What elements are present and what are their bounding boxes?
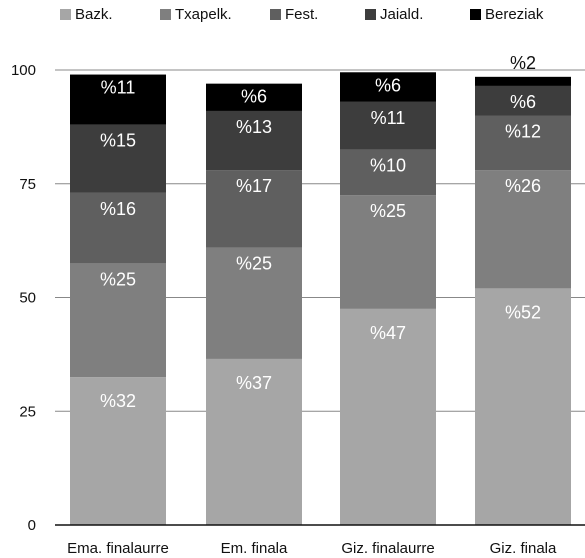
data-label: %25 — [370, 201, 406, 221]
data-label: %25 — [236, 253, 272, 273]
data-label: %6 — [241, 87, 267, 107]
legend-item: Bazk. — [60, 6, 113, 23]
data-label: %6 — [510, 92, 536, 112]
bar-segment — [70, 192, 166, 264]
data-label: %37 — [236, 373, 272, 393]
bar-segment — [206, 170, 302, 248]
legend-label: Jaiald. — [380, 6, 424, 23]
x-tick-label: Em. finala — [221, 540, 288, 557]
bar-segment — [340, 195, 436, 309]
legend-swatch — [270, 9, 281, 20]
bar-segment — [475, 170, 571, 289]
legend: Bazk. Txapelk. Fest. Jaiald. Bereziak — [0, 6, 585, 26]
x-tick-label: Giz. finalaurre — [341, 540, 434, 557]
data-label: %11 — [101, 78, 136, 98]
bar-segment — [340, 149, 436, 196]
y-tick-label: 50 — [19, 290, 36, 307]
x-tick-label: Giz. finala — [490, 540, 557, 557]
bar-segment — [206, 110, 302, 171]
data-label: %16 — [100, 199, 136, 219]
bar-segment — [206, 247, 302, 359]
data-label: %47 — [370, 323, 406, 343]
legend-swatch — [160, 9, 171, 20]
bar-segment — [70, 124, 166, 193]
data-label: %10 — [370, 156, 406, 176]
data-label: %12 — [505, 122, 541, 142]
y-tick-label: 0 — [28, 517, 36, 534]
data-label: %17 — [236, 176, 272, 196]
data-label: %6 — [375, 75, 401, 95]
data-label: %26 — [505, 176, 541, 196]
bar-segment — [475, 85, 571, 116]
legend-label: Bazk. — [75, 6, 113, 23]
data-label: %2 — [510, 53, 536, 73]
data-label: %52 — [505, 302, 541, 322]
legend-swatch — [365, 9, 376, 20]
data-label: %32 — [100, 391, 136, 411]
legend-item: Bereziak — [470, 6, 543, 23]
legend-item: Txapelk. — [160, 6, 232, 23]
legend-swatch — [470, 9, 481, 20]
data-label: %25 — [100, 269, 136, 289]
legend-swatch — [60, 9, 71, 20]
legend-item: Fest. — [270, 6, 318, 23]
y-tick-label: 25 — [19, 403, 36, 420]
legend-label: Txapelk. — [175, 6, 232, 23]
bar-segment — [475, 76, 571, 86]
y-tick-label: 100 — [11, 62, 36, 79]
y-tick-label: 75 — [19, 176, 36, 193]
x-tick-label: Ema. finalaurre — [67, 540, 169, 557]
bar-segment — [475, 288, 571, 525]
bar-segment — [70, 263, 166, 378]
bar-segment — [206, 83, 302, 111]
bar-segment — [340, 101, 436, 150]
data-label: %15 — [100, 131, 136, 151]
bar-segment — [340, 72, 436, 102]
legend-label: Bereziak — [485, 6, 544, 23]
bar-segment — [340, 308, 436, 525]
bar-segment — [70, 74, 166, 125]
bar-segment — [206, 358, 302, 525]
data-label: %11 — [371, 108, 406, 128]
bar-segment — [475, 115, 571, 171]
bar-segment — [70, 377, 166, 525]
legend-item: Jaiald. — [365, 6, 423, 23]
legend-label: Fest. — [285, 6, 319, 23]
data-label: %13 — [236, 117, 272, 137]
